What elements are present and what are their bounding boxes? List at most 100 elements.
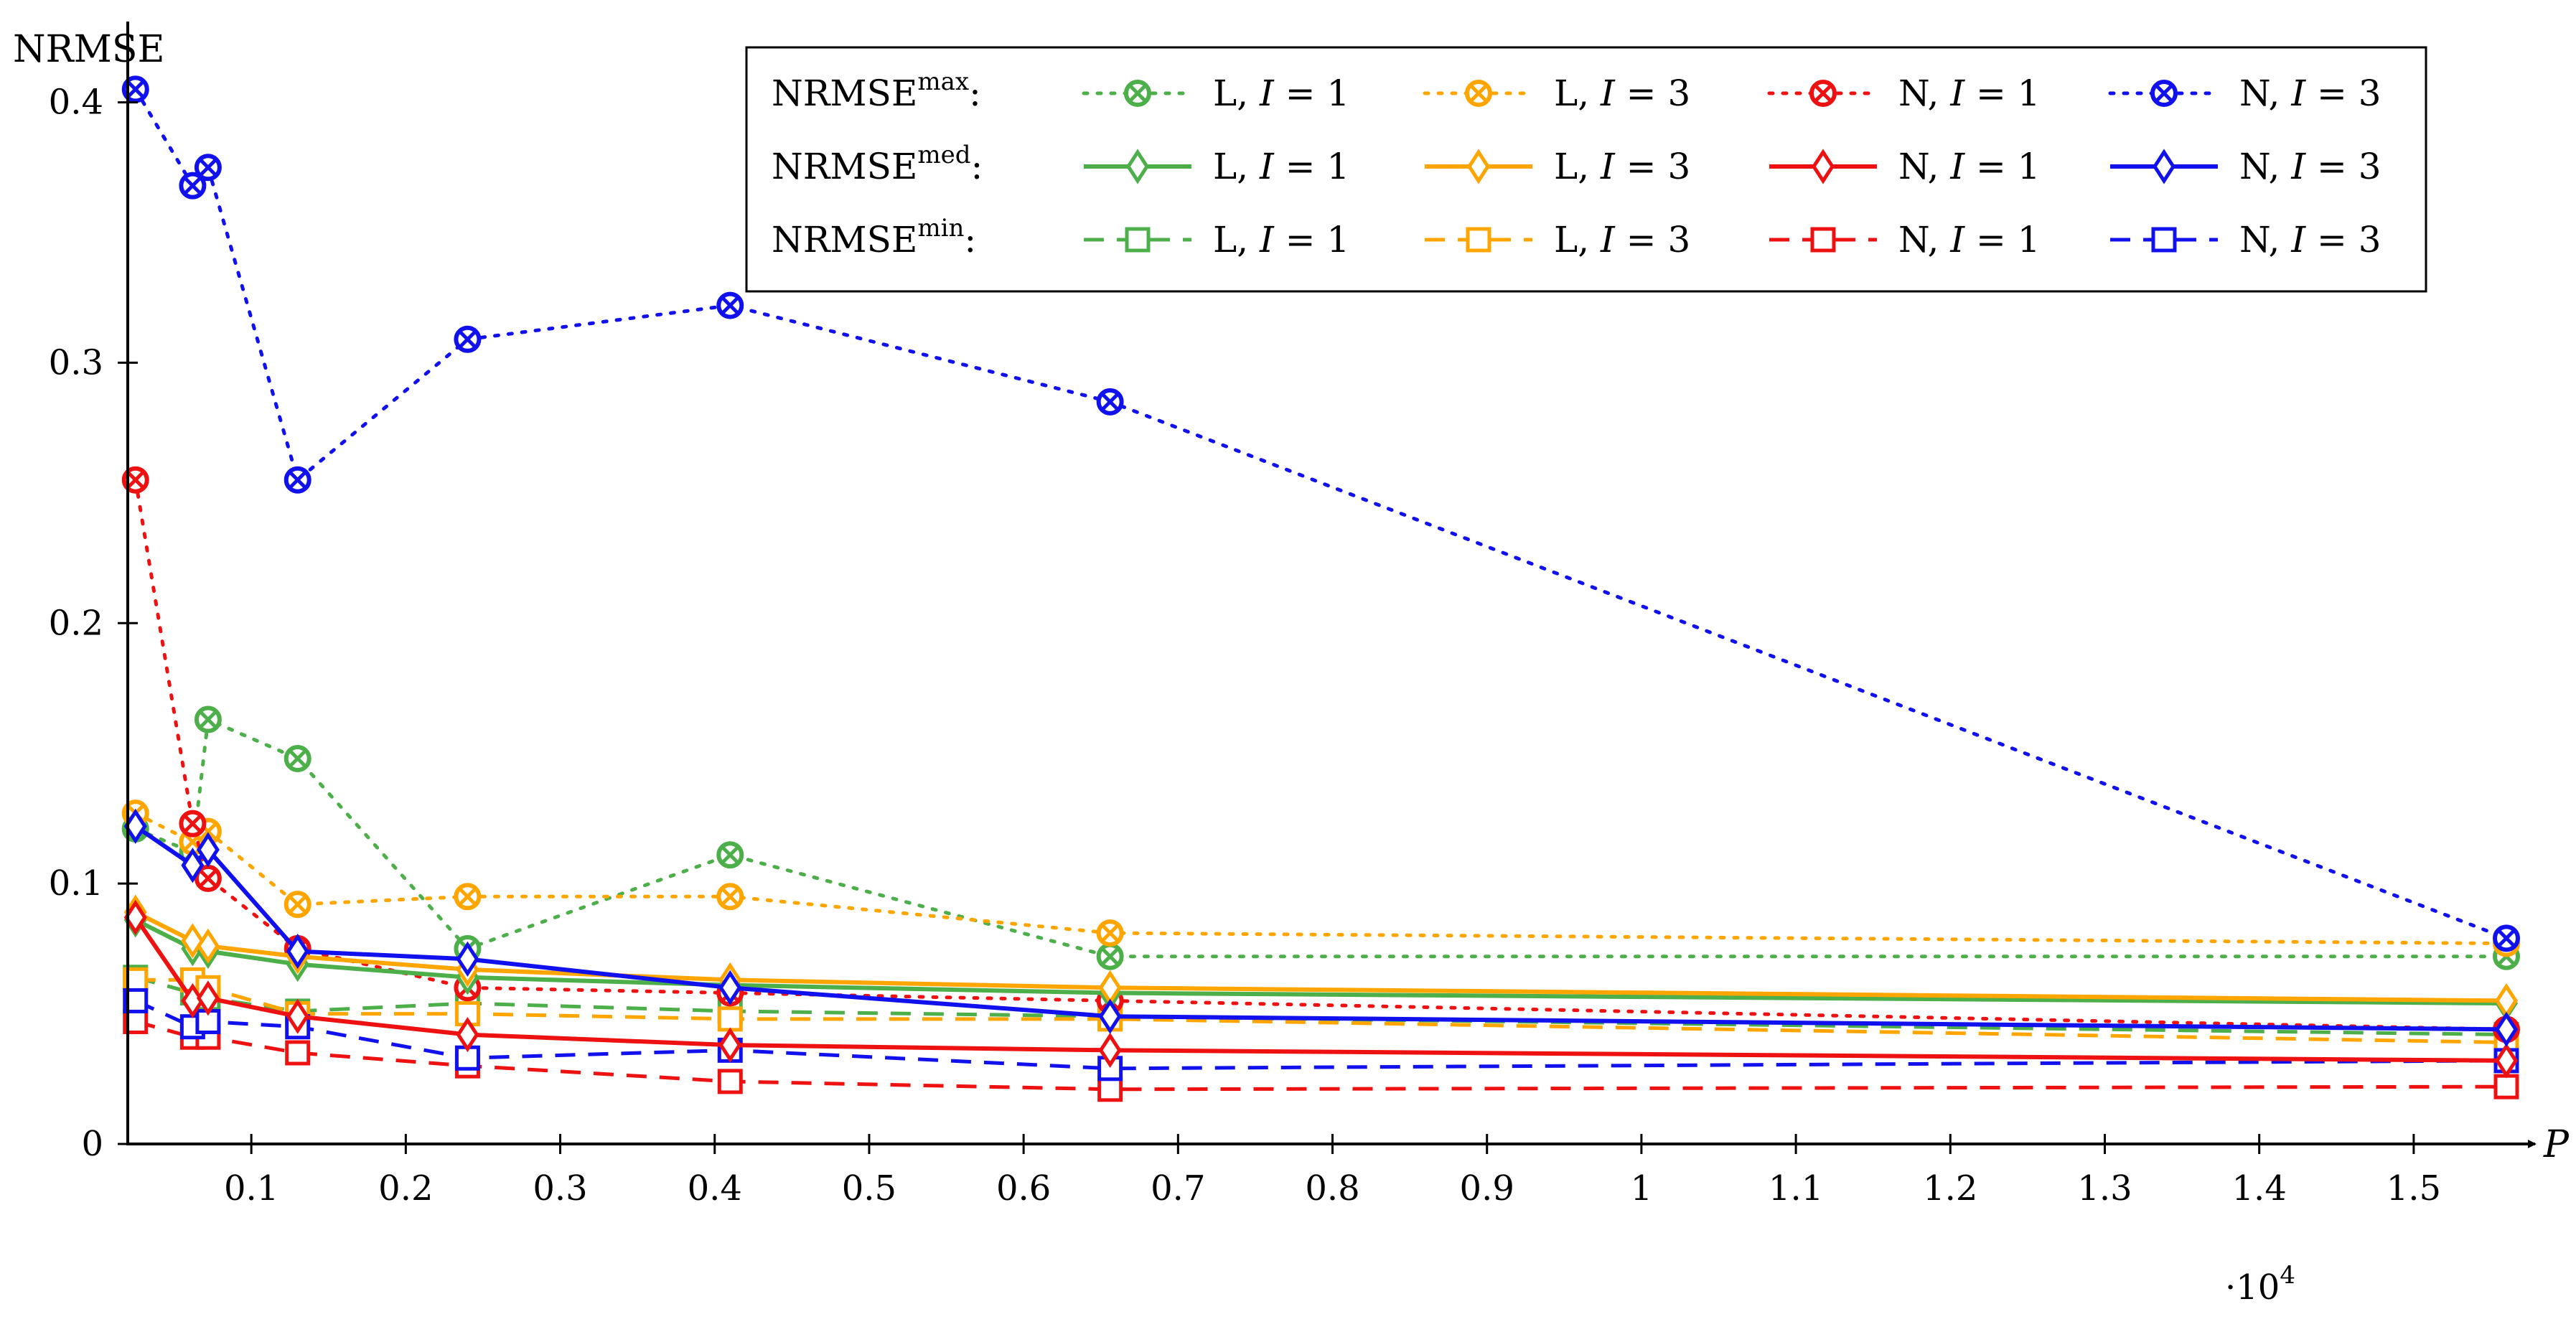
data-point-cross-b bbox=[458, 329, 477, 349]
data-point bbox=[286, 933, 309, 970]
legend-entry-label: N, I = 3 bbox=[2239, 219, 2381, 261]
legend-entry-min-1: L, I = 3 bbox=[1425, 219, 1690, 261]
data-point bbox=[718, 1027, 742, 1063]
legend-entry-label: L, I = 3 bbox=[1554, 146, 1690, 187]
legend-row-suffix: : bbox=[964, 219, 976, 261]
data-point-cross-b bbox=[126, 80, 145, 99]
legend-entry-max-3: N, I = 3 bbox=[2108, 72, 2381, 114]
x-tick-label: 0.5 bbox=[842, 1168, 896, 1209]
legend-marker bbox=[1809, 80, 1837, 107]
legend-entry-max-1: L, I = 3 bbox=[1423, 72, 1690, 114]
series-max-1 bbox=[121, 799, 2520, 957]
legend-entry-suffix: = 1 bbox=[1964, 72, 2041, 114]
legend-row-label: NRMSEmed: bbox=[772, 141, 983, 187]
data-point bbox=[2495, 1043, 2518, 1079]
data-point-cross-b bbox=[1100, 947, 1120, 966]
legend-entry-med-3: N, I = 3 bbox=[2110, 146, 2381, 187]
series-med-7 bbox=[123, 808, 2518, 1047]
data-point bbox=[284, 744, 312, 772]
legend-entry-var: I bbox=[1600, 72, 1616, 114]
legend-entry-med-1: L, I = 3 bbox=[1425, 146, 1690, 187]
legend-entry-prefix: N, bbox=[2239, 72, 2291, 114]
data-point bbox=[1096, 942, 1124, 970]
legend-marker bbox=[1812, 149, 1835, 184]
data-point bbox=[1097, 1077, 1123, 1102]
legend-entry-min-0: L, I = 1 bbox=[1084, 219, 1349, 261]
data-point bbox=[454, 883, 482, 911]
legend-entry-prefix: N, bbox=[1898, 146, 1950, 187]
legend-entry-var: I bbox=[2290, 219, 2306, 261]
y-tick-label: 0.1 bbox=[49, 863, 103, 904]
x-tick-label: 1 bbox=[1631, 1168, 1653, 1209]
data-point-cross-b bbox=[198, 868, 217, 888]
data-point-cross-b bbox=[198, 822, 217, 841]
legend-entry-label: L, I = 3 bbox=[1554, 72, 1690, 114]
legend-marker-cross-b bbox=[2154, 83, 2174, 103]
data-point-cross-b bbox=[183, 176, 202, 195]
x-tick-label: 0.8 bbox=[1305, 1168, 1359, 1209]
legend-entry-var: I bbox=[1949, 146, 1965, 187]
series-line bbox=[134, 478, 2509, 1031]
legend-entry-suffix: = 1 bbox=[1274, 72, 1350, 114]
legend-row-base: NRMSE bbox=[772, 146, 917, 187]
data-point-cross-b bbox=[458, 887, 477, 906]
x-tick-label: 0.2 bbox=[378, 1168, 433, 1209]
data-point-cross-b bbox=[721, 887, 740, 906]
legend-entry-prefix: L, bbox=[1554, 72, 1601, 114]
legend-marker-cross-b bbox=[1128, 83, 1148, 103]
x-tick-label: 1.3 bbox=[2077, 1168, 2132, 1209]
data-point-cross-b bbox=[183, 814, 202, 833]
legend-marker bbox=[1126, 149, 1149, 184]
legend-entry-var: I bbox=[1259, 72, 1275, 114]
x-tick-label: 1.4 bbox=[2232, 1168, 2287, 1209]
data-point bbox=[2495, 1011, 2518, 1047]
data-point-cross-b bbox=[288, 470, 307, 489]
data-point-cross-b bbox=[198, 710, 217, 729]
legend-row-label: NRMSEmin: bbox=[772, 214, 976, 261]
data-point bbox=[718, 970, 742, 1005]
data-point bbox=[1096, 388, 1124, 416]
data-point bbox=[717, 1006, 743, 1032]
data-point bbox=[456, 941, 479, 977]
legend-entry-prefix: L, bbox=[1554, 146, 1601, 187]
legend-entry-max-0: L, I = 1 bbox=[1082, 72, 1350, 114]
legend-entry-var: I bbox=[1259, 146, 1275, 187]
data-point bbox=[121, 75, 149, 103]
legend-entry-var: I bbox=[1259, 219, 1275, 261]
x-tick-label: 1.1 bbox=[1769, 1168, 1823, 1209]
legend-entry-label: N, I = 3 bbox=[2239, 146, 2381, 187]
series-line bbox=[134, 87, 2509, 940]
legend-entry-suffix: = 3 bbox=[1615, 219, 1691, 261]
legend-entry-var: I bbox=[2290, 72, 2306, 114]
legend-entry-max-2: N, I = 1 bbox=[1767, 72, 2041, 114]
series-max-0 bbox=[121, 705, 2520, 970]
series-line bbox=[135, 1020, 2507, 1092]
data-point bbox=[716, 291, 744, 319]
legend-marker bbox=[1810, 227, 1836, 253]
legend-entry-prefix: N, bbox=[1898, 72, 1950, 114]
y-tick-label: 0.4 bbox=[49, 83, 103, 123]
data-point bbox=[196, 928, 220, 964]
data-point-cross-b bbox=[126, 470, 145, 489]
data-point bbox=[456, 1017, 479, 1053]
legend-entry-suffix: = 3 bbox=[1615, 146, 1691, 187]
data-point-cross-b bbox=[288, 895, 307, 914]
series-max-3 bbox=[121, 75, 2520, 952]
x-tick-label: 1.5 bbox=[2387, 1168, 2441, 1209]
x-tick-label: 0.1 bbox=[224, 1168, 278, 1209]
series-line bbox=[134, 811, 2509, 946]
legend-entry-prefix: L, bbox=[1213, 72, 1260, 114]
data-point-cross-b bbox=[721, 845, 740, 865]
x-axis-multiplier-base: ·10 bbox=[2225, 1267, 2280, 1308]
legend-marker bbox=[2150, 80, 2178, 107]
legend-entry-prefix: L, bbox=[1213, 219, 1260, 261]
data-point bbox=[194, 154, 222, 182]
data-point-cross-b bbox=[198, 158, 217, 177]
data-point bbox=[2493, 924, 2520, 952]
data-point bbox=[1096, 919, 1124, 947]
legend-entry-label: N, I = 3 bbox=[2239, 72, 2381, 114]
data-point bbox=[1098, 1032, 1122, 1068]
legend-entry-suffix: = 1 bbox=[1964, 146, 2041, 187]
data-point-cross-b bbox=[2496, 929, 2516, 948]
